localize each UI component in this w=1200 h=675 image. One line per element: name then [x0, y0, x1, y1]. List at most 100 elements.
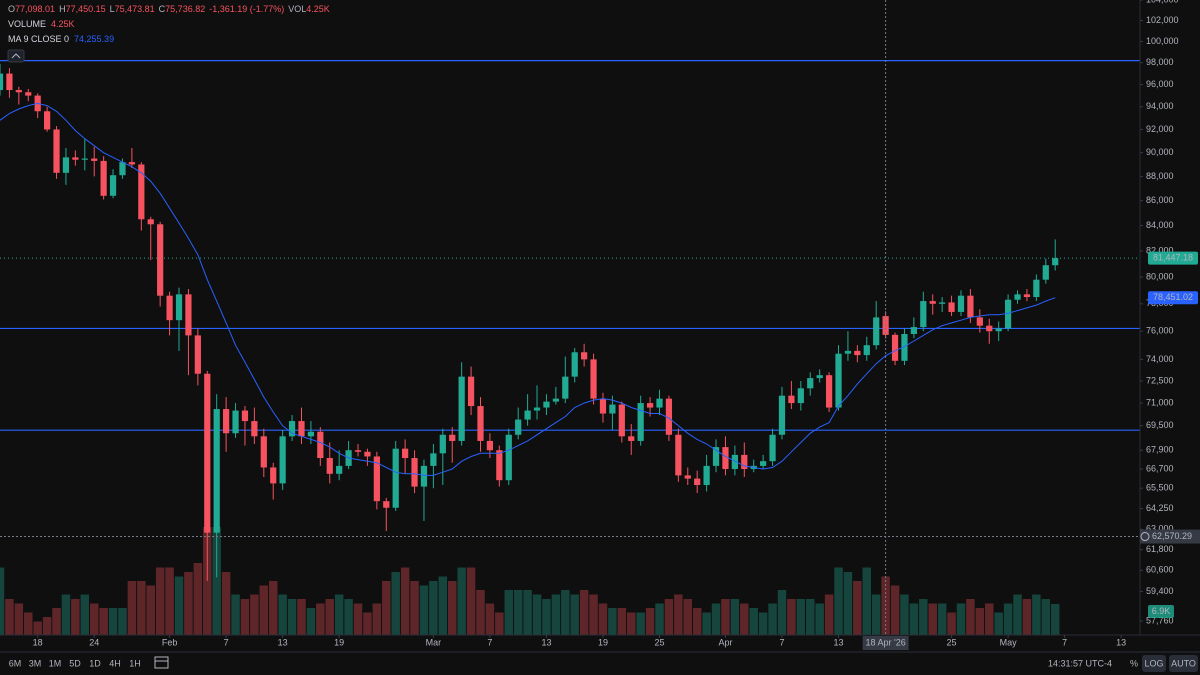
candle-body: [194, 335, 201, 374]
collapse-box[interactable]: [7, 49, 25, 63]
timeframe-button[interactable]: 1D: [89, 658, 101, 668]
candle-body: [91, 158, 98, 161]
candle-body: [967, 295, 974, 318]
candle-body: [6, 73, 13, 91]
volume-bar: [787, 599, 796, 635]
candle-body: [873, 317, 880, 346]
candle-body: [778, 395, 786, 435]
y-tick-label: 96,000: [1146, 79, 1174, 89]
candle-body: [1004, 299, 1012, 329]
legend-text: C: [159, 4, 166, 14]
timeframe-button[interactable]: 5D: [69, 658, 81, 668]
volume-bar: [419, 585, 429, 635]
timeframe-button[interactable]: 3M: [29, 658, 42, 668]
candle-body: [251, 421, 258, 437]
volume-bar: [900, 594, 909, 635]
candle-body: [571, 352, 578, 377]
timeframe-button[interactable]: 6M: [9, 658, 22, 668]
volume-bar: [118, 608, 127, 635]
volume-bar: [495, 612, 504, 635]
candle-body: [185, 294, 192, 336]
log-button-box[interactable]: [1142, 655, 1166, 672]
candle-body: [835, 353, 842, 408]
volume-bar: [0, 567, 5, 635]
log-button[interactable]: LOG: [1144, 658, 1163, 668]
timeframe-button[interactable]: 4H: [109, 658, 121, 668]
x-tick-label: 13: [834, 637, 844, 647]
volume-bar: [306, 608, 316, 635]
volume-bar: [108, 608, 118, 635]
candle-body: [948, 302, 955, 312]
y-tick-label: 65,500: [1146, 483, 1174, 493]
y-tick-label: 88,000: [1146, 171, 1174, 181]
collapse-icon[interactable]: [11, 53, 21, 59]
y-tick-label: 66,700: [1146, 463, 1174, 473]
volume-bar: [1022, 599, 1032, 635]
x-tick-label: 24: [89, 637, 99, 647]
candle-body: [543, 401, 550, 408]
legend-text: 77,450.15: [66, 4, 106, 14]
legend-text: 75,473.81: [115, 4, 155, 14]
candle-body: [81, 158, 88, 160]
legend-text: 74,255.39: [74, 34, 114, 44]
candle-body: [298, 421, 305, 437]
volume-bar: [815, 603, 824, 635]
y-tick-label: 57,760: [1146, 615, 1174, 625]
x-tick-label: 25: [654, 637, 664, 647]
volume-bar: [334, 594, 344, 635]
auto-button[interactable]: AUTO: [1171, 658, 1196, 668]
candle-body: [722, 447, 729, 470]
x-tick-label: 7: [779, 637, 784, 647]
calendar-icon[interactable]: [154, 656, 169, 669]
candle-body: [147, 219, 154, 225]
candle-body: [373, 456, 380, 502]
volume-bar: [316, 603, 325, 635]
last-price-label-box: [1148, 251, 1198, 265]
candle-body: [43, 111, 51, 130]
volume-bar: [127, 581, 137, 635]
crosshair-price-box: [1140, 529, 1200, 544]
percent-button[interactable]: %: [1130, 658, 1138, 668]
y-tick-label: 76,000: [1146, 326, 1174, 336]
volume-bar: [589, 594, 598, 635]
volume-bar: [711, 603, 721, 635]
legend-text: VOLUME: [8, 19, 46, 29]
volume-bar: [344, 599, 353, 635]
y-tick-label: 84,000: [1146, 220, 1174, 230]
candle-body: [854, 350, 861, 356]
candle-body: [552, 398, 559, 402]
timeframe-button[interactable]: 1M: [49, 658, 62, 668]
volume-bar: [551, 594, 561, 635]
candle-body: [646, 403, 654, 408]
volume-bar: [570, 594, 579, 635]
candle-body: [354, 450, 362, 452]
candle-body: [232, 410, 239, 434]
volume-bar: [485, 603, 495, 635]
collapse-button[interactable]: [7, 49, 25, 63]
candle-body: [618, 404, 625, 437]
legend-text: 4.25K: [306, 4, 330, 14]
crosshair-date-label: 18 Apr '26: [865, 637, 905, 647]
candle-body: [392, 448, 399, 508]
calendar-frame[interactable]: [154, 656, 169, 669]
crosshair-plus-icon[interactable]: [1140, 532, 1150, 542]
y-tick-label: 94,000: [1146, 101, 1174, 111]
volume-bar: [80, 594, 90, 635]
volume-bar: [928, 603, 937, 635]
y-tick-label: 61,800: [1146, 544, 1174, 554]
volume-last-label: 6.9K: [1152, 606, 1171, 616]
volume-bar: [278, 594, 287, 635]
timeframe-button[interactable]: 1H: [129, 658, 141, 668]
volume-bar: [250, 594, 259, 635]
x-tick-label: 19: [334, 637, 344, 647]
volume-bar: [749, 608, 758, 635]
y-tick-label: 60,600: [1146, 565, 1174, 575]
auto-button-box[interactable]: [1169, 655, 1198, 672]
volume-bar: [947, 612, 956, 635]
y-tick-label: 59,400: [1146, 586, 1174, 596]
volume-bar: [429, 581, 438, 635]
volume-bar: [513, 590, 523, 635]
volume-bar: [476, 590, 485, 635]
candle-body: [496, 450, 503, 481]
